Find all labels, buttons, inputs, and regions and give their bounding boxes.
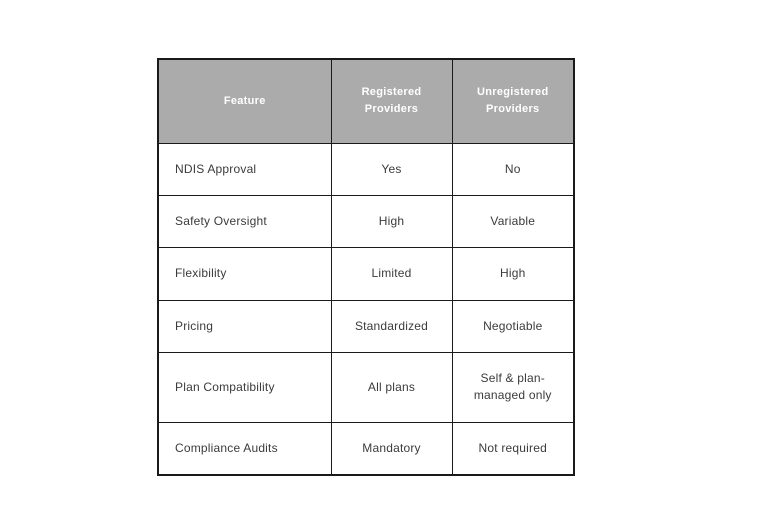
- feature-cell: NDIS Approval: [157, 142, 332, 196]
- column-header-feature: Feature: [157, 58, 332, 144]
- registered-cell: Yes: [330, 142, 453, 196]
- unregistered-cell: No: [451, 142, 575, 196]
- feature-cell: Flexibility: [157, 247, 332, 301]
- header-row: Feature Registered Providers Unregistere…: [157, 58, 575, 144]
- registered-cell: Standardized: [330, 299, 453, 354]
- table-row: NDIS Approval Yes No: [157, 142, 575, 196]
- registered-cell: All plans: [330, 352, 453, 423]
- unregistered-cell: Not required: [451, 421, 575, 476]
- table-header: Feature Registered Providers Unregistere…: [157, 58, 575, 144]
- unregistered-cell: High: [451, 247, 575, 301]
- table-row: Pricing Standardized Negotiable: [157, 299, 575, 354]
- unregistered-cell: Negotiable: [451, 299, 575, 354]
- column-header-registered-providers: Registered Providers: [330, 58, 453, 144]
- unregistered-cell: Variable: [451, 194, 575, 249]
- table-row: Compliance Audits Mandatory Not required: [157, 421, 575, 476]
- comparison-table: Feature Registered Providers Unregistere…: [157, 58, 575, 477]
- feature-cell: Compliance Audits: [157, 421, 332, 476]
- feature-cell: Plan Compatibility: [157, 352, 332, 423]
- table-row: Plan Compatibility All plans Self & plan-m…: [157, 352, 575, 423]
- table-row: Flexibility Limited High: [157, 247, 575, 301]
- column-header-unregistered-providers: Unregistered Providers: [451, 58, 575, 144]
- feature-cell: Pricing: [157, 299, 332, 354]
- registered-cell: Limited: [330, 247, 453, 301]
- unregistered-cell: Self & plan-managed only: [451, 352, 575, 423]
- registered-cell: High: [330, 194, 453, 249]
- registered-cell: Mandatory: [330, 421, 453, 476]
- feature-cell: Safety Oversight: [157, 194, 332, 249]
- table-body: NDIS Approval Yes No Safety Oversight High Va…: [157, 142, 575, 476]
- table-row: Safety Oversight High Variable: [157, 194, 575, 249]
